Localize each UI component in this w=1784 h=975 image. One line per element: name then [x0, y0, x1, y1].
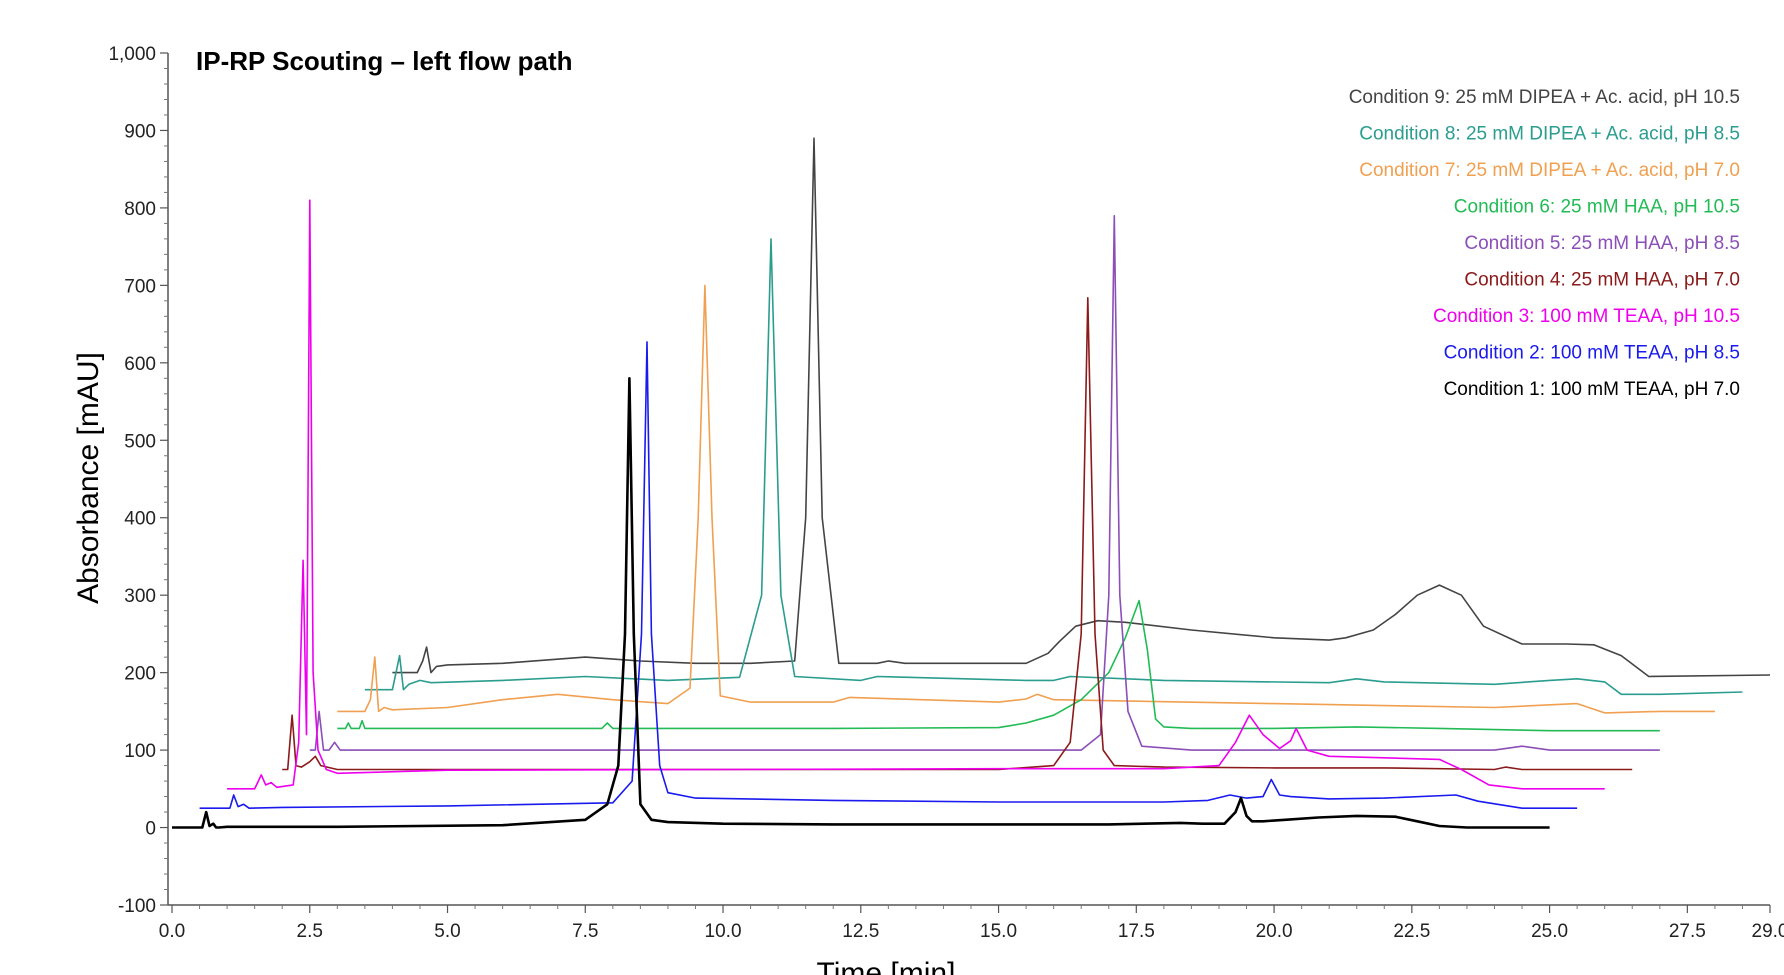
x-tick-label: 5.0	[434, 921, 460, 942]
x-tick-label: 0.0	[159, 921, 185, 942]
legend-entry-condition-7: Condition 7: 25 mM DIPEA + Ac. acid, pH …	[1359, 160, 1740, 181]
series-line-condition-2	[199, 341, 1578, 809]
series-line-condition-5	[309, 214, 1660, 751]
legend-entry-condition-8: Condition 8: 25 mM DIPEA + Ac. acid, pH …	[1359, 124, 1740, 145]
legend: Condition 9: 25 mM DIPEA + Ac. acid, pH …	[1349, 87, 1740, 400]
series-line-condition-4	[282, 297, 1633, 771]
x-tick-label: 12.5	[842, 921, 879, 942]
x-tick-label: 2.5	[297, 921, 323, 942]
y-tick-label: 800	[124, 199, 156, 220]
x-axis-title: Time [min]	[817, 957, 956, 975]
x-tick-label: 25.0	[1531, 921, 1568, 942]
y-tick-label: 1,000	[108, 44, 156, 65]
y-tick-label: 600	[124, 354, 156, 375]
x-tick-label: 29.0	[1752, 921, 1784, 942]
y-tick-label: 500	[124, 431, 156, 452]
y-tick-label: -100	[118, 896, 156, 917]
legend-entry-condition-6: Condition 6: 25 mM HAA, pH 10.5	[1454, 197, 1740, 218]
series-line-condition-7	[337, 284, 1715, 714]
y-tick-label: 100	[124, 741, 156, 762]
series-line-condition-8	[364, 238, 1743, 696]
y-tick-label: 0	[145, 819, 156, 840]
x-tick-label: 10.0	[705, 921, 742, 942]
y-axis: -100 0 100 200 300 400 500 600 700 800 900 1,000	[108, 44, 169, 917]
series-line-condition-9	[392, 137, 1771, 678]
series-line-condition-6	[337, 599, 1660, 732]
series-line-condition-3	[227, 199, 1605, 790]
legend-entry-condition-3: Condition 3: 100 mM TEAA, pH 10.5	[1433, 306, 1740, 327]
x-tick-label: 22.5	[1393, 921, 1430, 942]
legend-entry-condition-1: Condition 1: 100 mM TEAA, pH 7.0	[1444, 379, 1740, 400]
y-tick-label: 700	[124, 276, 156, 297]
y-axis-title: Absorbance [mAU]	[72, 352, 105, 604]
y-tick-label: 400	[124, 509, 156, 530]
x-tick-label: 15.0	[980, 921, 1017, 942]
x-tick-label: 17.5	[1118, 921, 1155, 942]
y-tick-label: 900	[124, 121, 156, 142]
y-tick-label: 300	[124, 586, 156, 607]
y-tick-label: 200	[124, 664, 156, 685]
plot-traces	[172, 137, 1771, 829]
chart-title: IP-RP Scouting – left flow path	[196, 46, 573, 76]
legend-entry-condition-4: Condition 4: 25 mM HAA, pH 7.0	[1464, 270, 1740, 291]
x-tick-label: 27.5	[1669, 921, 1706, 942]
x-axis: 0.0 2.5 5.0 7.5 10.0 12.5 15.0 17.5 20.0 22.5 25.0…	[159, 904, 1784, 942]
legend-entry-condition-5: Condition 5: 25 mM HAA, pH 8.5	[1464, 233, 1740, 254]
x-tick-label: 20.0	[1256, 921, 1293, 942]
x-tick-label: 7.5	[572, 921, 598, 942]
legend-entry-condition-2: Condition 2: 100 mM TEAA, pH 8.5	[1444, 343, 1740, 364]
series-line-condition-1	[172, 377, 1550, 829]
legend-entry-condition-9: Condition 9: 25 mM DIPEA + Ac. acid, pH …	[1349, 87, 1740, 108]
